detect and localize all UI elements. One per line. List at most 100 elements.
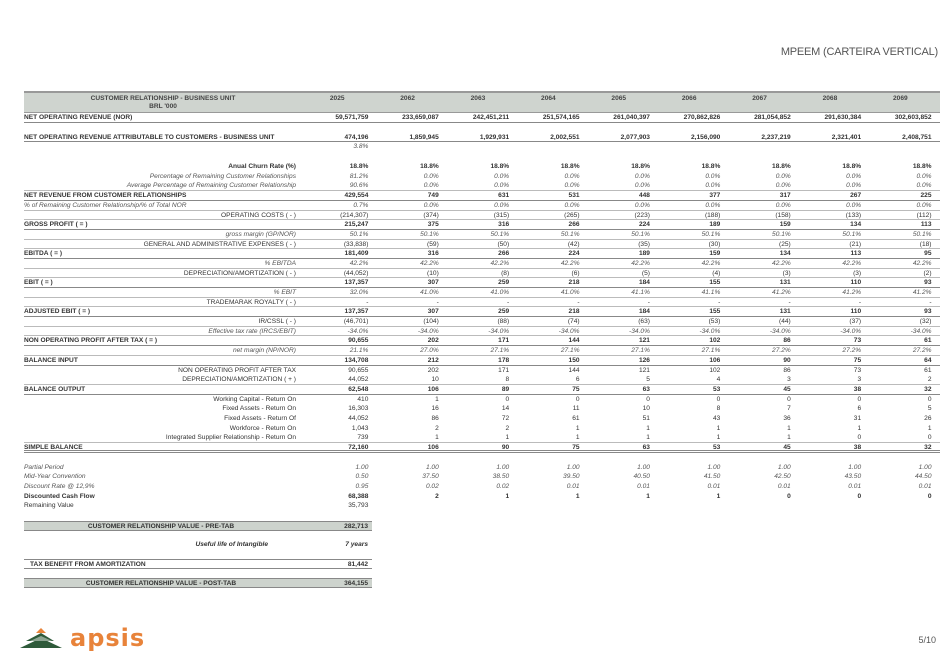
cell-value: 0.0% (916, 201, 932, 209)
row-label: IR/CSSL ( - ) (258, 318, 297, 326)
post-tab-label: CUSTOMER RELATIONSHIP VALUE - POST-TAB (85, 580, 237, 587)
cell-value: 307 (427, 308, 439, 316)
cell-value: 0.0% (775, 182, 791, 190)
cell-value: 93 (924, 279, 932, 287)
cell-value: 42.2% (631, 259, 650, 267)
cell-value: 377 (709, 192, 721, 200)
cell-value: 18.8% (490, 163, 510, 171)
cell-value: 1.00 (496, 463, 510, 471)
cell-value: 0.01 (707, 483, 721, 491)
cell-value: 42.50 (774, 473, 791, 481)
cell-value: 0 (716, 395, 721, 403)
cell-value: (59) (427, 240, 439, 248)
cell-value: 1 (575, 424, 580, 432)
cell-value: 110 (850, 279, 862, 287)
table-row: DEPRECIATION/AMORTIZATION ( - ) (44,052) (… (24, 269, 940, 279)
cell-value: 189 (638, 250, 650, 258)
cell-value: 68,388 (348, 492, 369, 500)
cell-value: 0.02 (496, 483, 510, 491)
cell-value (795, 142, 865, 152)
cell-value: 448 (638, 192, 650, 200)
cell-value: 0.01 (637, 483, 650, 491)
year-header: 2063 (470, 95, 486, 102)
cell-value: 134 (779, 250, 791, 258)
useful-life-value: 7 years (345, 541, 368, 548)
table-row: 3.8% (24, 142, 940, 152)
cell-value: 224 (638, 221, 650, 229)
cell-value: 110 (850, 308, 862, 316)
cell-value: (112) (916, 211, 932, 219)
cell-value: 150 (568, 356, 580, 364)
cell-value: 0.0% (705, 182, 721, 190)
table-row: Remaining Value 35,793 (24, 501, 940, 511)
cell-value: (44,052) (343, 269, 369, 277)
cell-value: 102 (709, 366, 721, 374)
cell-value: (46,701) (343, 318, 369, 326)
cell-value: 39.50 (563, 473, 580, 481)
cell-value: 106 (427, 444, 439, 451)
cell-value: 42.2% (701, 259, 721, 267)
cell-value: 18.8% (631, 163, 650, 171)
row-label: Average Percentage of Remaining Customer… (126, 182, 296, 190)
cell-value: 27.1% (490, 347, 510, 355)
cell-value: - (506, 298, 510, 306)
table-row: % of Remaining Customer Relationship/% o… (24, 201, 940, 211)
cell-value: 32 (924, 385, 932, 393)
cell-value: 50.1% (560, 230, 580, 238)
cell-value: 0 (575, 395, 580, 403)
cell-value: 27.2% (842, 347, 862, 355)
cell-value: 1.00 (918, 463, 932, 471)
row-label: SIMPLE BALANCE (24, 444, 83, 450)
cell-value: 2,321,401 (831, 133, 862, 141)
cell-value: -34.0% (840, 327, 862, 335)
cell-value: 121 (638, 337, 650, 345)
cell-value: (8) (501, 269, 510, 277)
cell-value: -34.0% (629, 327, 650, 335)
cell-value: 73 (853, 337, 862, 345)
cell-value: 0 (787, 395, 791, 403)
cell-value: (32) (919, 318, 932, 326)
cell-value (584, 501, 654, 511)
cell-value: 44,052 (348, 414, 369, 422)
cell-value: 27.0% (420, 347, 439, 355)
row-label: OPERATING COSTS ( - ) (221, 211, 296, 219)
row-label: EBIT ( = ) (24, 279, 53, 287)
cell-value: - (577, 298, 580, 306)
cell-value: 1 (575, 492, 580, 500)
cell-value: 0 (646, 395, 650, 403)
cell-value: 0.0% (916, 182, 932, 190)
cell-value: 126 (638, 356, 650, 364)
row-label: DEPRECIATION/AMORTIZATION ( - ) (183, 269, 296, 277)
cell-value: 0.0% (423, 201, 439, 209)
page-number: 5/10 (918, 635, 936, 645)
table-row: TRADEMARAK ROYALTY ( - ) - - - - - - - - - (24, 298, 940, 308)
cell-value: 106 (709, 356, 721, 364)
cell-value: 1.00 (637, 463, 650, 471)
cell-value: 41.1% (631, 289, 650, 296)
cell-value: 144 (568, 366, 580, 374)
cell-value: 0.0% (494, 201, 510, 209)
cell-value: 0 (927, 492, 932, 500)
spacer (24, 123, 940, 133)
cell-value: 0.01 (848, 483, 862, 491)
cell-value: 90,655 (348, 366, 369, 374)
cell-value: - (647, 298, 650, 306)
cell-value: 50.1% (842, 230, 862, 238)
cell-value (443, 142, 513, 152)
cell-value: 18.8% (912, 163, 932, 171)
row-label: GENERAL AND ADMINISTRATIVE EXPENSES ( - … (143, 240, 296, 248)
cell-value: 1 (575, 434, 580, 442)
cell-value: 27.1% (560, 347, 580, 355)
cell-value: 2,002,551 (550, 133, 580, 141)
year-header: 2068 (822, 95, 838, 102)
apsis-logo: apsis (18, 624, 145, 652)
cell-value: 42.2% (772, 259, 791, 267)
cell-value: 90 (783, 356, 791, 364)
page-title: MPEEM (CARTEIRA VERTICAL) (780, 46, 938, 58)
table-row: BALANCE INPUT 134,708 212 178 150 126 106 90 75 6… (24, 356, 940, 366)
cell-value: (35) (638, 240, 650, 248)
cell-value: 50.1% (349, 230, 369, 238)
cell-value: 41.1% (701, 289, 721, 296)
row-label: TRADEMARAK ROYALTY ( - ) (206, 298, 296, 306)
cell-value: -34.0% (488, 327, 510, 335)
